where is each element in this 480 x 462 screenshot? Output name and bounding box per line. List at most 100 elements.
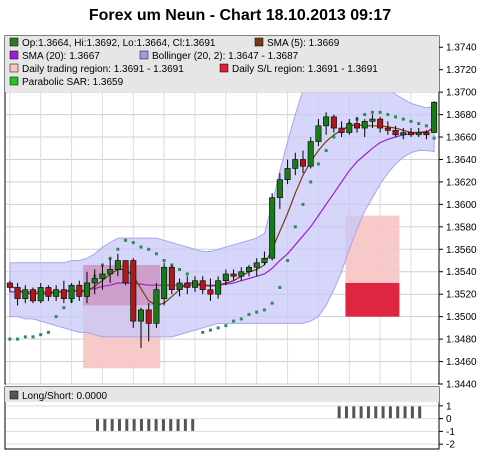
- long-short-bar: [344, 405, 348, 419]
- long-short-bar: [103, 418, 107, 432]
- long-short-bar: [125, 418, 129, 432]
- sl-region: [345, 282, 400, 317]
- candle-body: [307, 141, 314, 167]
- long-short-bar: [396, 405, 400, 419]
- candle-body: [299, 159, 306, 167]
- long-short-bar: [161, 418, 165, 432]
- candle-body: [400, 132, 407, 136]
- candle-body: [246, 266, 253, 273]
- sar-dot: [324, 149, 328, 153]
- legend-swatch: [139, 50, 149, 60]
- candle-body: [323, 116, 330, 127]
- y-tick-label: 1.3700: [446, 88, 477, 99]
- long-short-bars: [96, 405, 422, 432]
- candle-body: [377, 118, 384, 129]
- sar-dot: [255, 310, 259, 314]
- y-tick-label: 1.3540: [446, 267, 477, 278]
- y-tick-label: 1.3580: [446, 222, 477, 233]
- candle-body: [168, 266, 175, 291]
- long-short-bar: [117, 418, 121, 432]
- candle-body: [315, 125, 322, 142]
- long-short-bar: [366, 405, 370, 419]
- sar-dot: [162, 259, 166, 263]
- candle-body: [215, 280, 222, 295]
- sar-dot: [116, 247, 120, 251]
- long-short-bar: [183, 418, 187, 432]
- y-tick-label: 1.3480: [446, 335, 477, 346]
- y-axis-ticks: 1.3440 1.3460 1.3480 1.3500 1.3520 1.3540 1.35…: [439, 43, 477, 391]
- long-short-bar: [96, 418, 100, 432]
- sar-dot: [232, 319, 236, 323]
- long-short-bar: [110, 418, 114, 432]
- long-short-bar: [410, 405, 414, 419]
- sar-dot: [208, 328, 212, 332]
- candle-body: [230, 273, 237, 277]
- candle-body: [22, 289, 29, 299]
- long-short-bar: [139, 418, 143, 432]
- long-short-bar: [359, 405, 363, 419]
- candle-body: [6, 282, 13, 288]
- candle-body: [84, 282, 91, 297]
- candle-body: [60, 289, 67, 299]
- long-short-bar: [147, 418, 151, 432]
- legend-label: Daily trading region: 1.3691 - 1.3691: [22, 64, 184, 75]
- candle-body: [45, 287, 52, 297]
- long-short-bar: [169, 418, 173, 432]
- sub-tick-label: -2: [446, 440, 455, 451]
- legend-label: Op:1.3664, Hi:1.3692, Lo:1.3664, Cl:1.36…: [22, 38, 216, 49]
- candle-body: [14, 287, 21, 299]
- candle-body: [238, 271, 245, 277]
- y-tick-label: 1.3460: [446, 357, 477, 368]
- sar-dot: [424, 124, 428, 128]
- candle-body: [292, 159, 299, 169]
- sar-dot: [286, 259, 290, 263]
- sar-dot: [247, 312, 251, 316]
- candle-body: [207, 289, 214, 295]
- sar-dot: [394, 115, 398, 119]
- long-short-bar: [388, 405, 392, 419]
- sar-dot: [293, 225, 297, 229]
- candle-body: [346, 123, 353, 133]
- candle-body: [199, 280, 206, 291]
- candles: [6, 101, 438, 349]
- candle-body: [114, 260, 121, 270]
- candle-body: [261, 257, 268, 264]
- sub-legend-swatch: [9, 390, 19, 400]
- candle-body: [99, 273, 106, 279]
- legend-swatch: [219, 63, 229, 73]
- sar-dot: [139, 245, 143, 249]
- legend-label: Daily S/L region: 1.3691 - 1.3691: [232, 64, 378, 75]
- sar-dot: [16, 337, 20, 341]
- legend: Op:1.3664, Hi:1.3692, Lo:1.3664, Cl:1.36…: [9, 37, 378, 88]
- sar-dot: [31, 335, 35, 339]
- y-tick-label: 1.3500: [446, 312, 477, 323]
- chart-title: Forex um Neun - Chart 18.10.2013 09:17: [89, 7, 391, 24]
- candle-body: [384, 127, 391, 131]
- legend-label: SMA (20): 1.3667: [22, 51, 100, 62]
- sar-dot: [8, 337, 12, 341]
- long-short-bar: [381, 405, 385, 419]
- sar-dot: [386, 113, 390, 117]
- sar-dot: [370, 110, 374, 114]
- sar-dot: [432, 136, 436, 140]
- sub-tick-label: 0: [446, 414, 452, 425]
- sar-dot: [147, 247, 151, 251]
- long-short-bar: [154, 418, 158, 432]
- sub-panel-label: Long/Short: 0.0000: [22, 391, 108, 402]
- candle-body: [53, 289, 60, 297]
- y-tick-label: 1.3560: [446, 245, 477, 256]
- candle-body: [361, 121, 368, 129]
- sub-tick-label: 1: [446, 401, 452, 412]
- sar-dot: [185, 272, 189, 276]
- sub-panel-header: [5, 387, 439, 402]
- candle-body: [29, 289, 36, 302]
- legend-swatch: [9, 63, 19, 73]
- candle-body: [176, 282, 183, 291]
- candle-body: [122, 260, 129, 284]
- sar-dot: [154, 252, 158, 256]
- candle-body: [253, 262, 260, 268]
- long-short-bar: [337, 405, 341, 419]
- y-tick-label: 1.3720: [446, 65, 477, 76]
- candle-body: [338, 127, 345, 133]
